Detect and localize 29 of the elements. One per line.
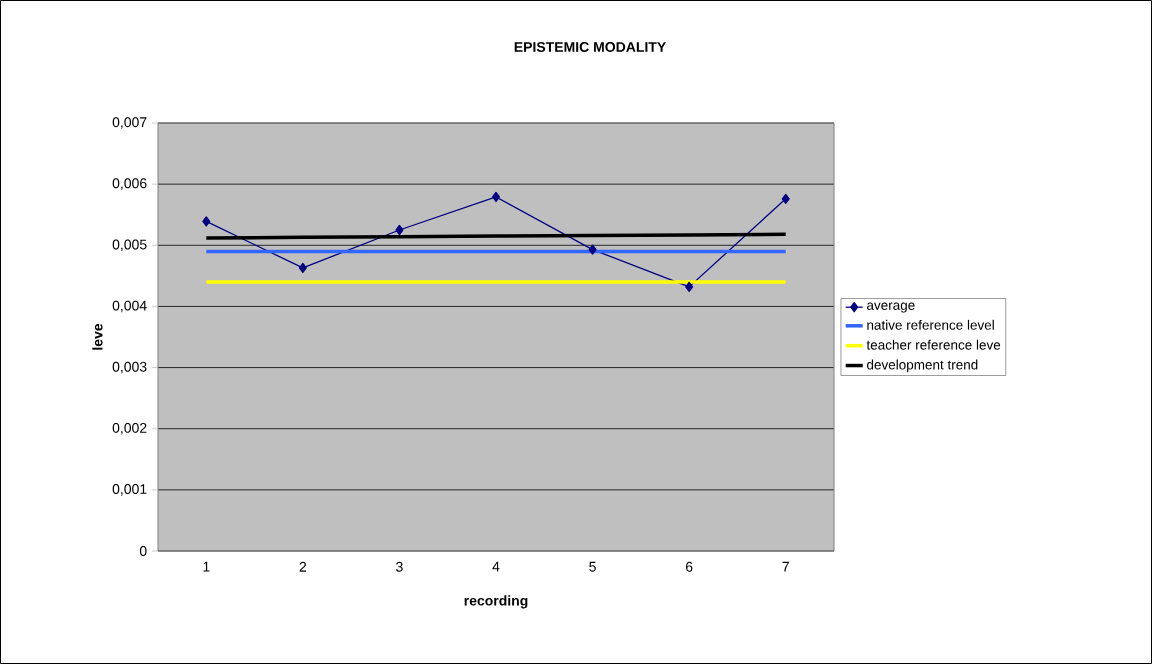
y-tick-label: 0,005 bbox=[112, 239, 147, 252]
point bbox=[685, 281, 694, 293]
legend-label: teacher reference leve bbox=[866, 339, 1001, 350]
point bbox=[202, 216, 211, 227]
legend-label: native reference level bbox=[867, 319, 994, 330]
y-tick-label: 0,002 bbox=[112, 422, 147, 435]
y-tick-label: 0,007 bbox=[112, 117, 147, 129]
x-axis-title: recording bbox=[464, 595, 528, 609]
x-tick-label: 6 bbox=[685, 561, 693, 572]
y-tick-label: 0 bbox=[139, 546, 147, 556]
point bbox=[491, 191, 501, 203]
point bbox=[781, 193, 790, 204]
x-tick-label: 2 bbox=[299, 561, 307, 572]
y-tick-label: 0,001 bbox=[112, 484, 147, 496]
chart-title: EPISTEMIC MODALITY bbox=[514, 42, 666, 52]
x-tick-label: 7 bbox=[782, 561, 789, 572]
x-tick-label: 4 bbox=[492, 561, 500, 572]
point bbox=[588, 244, 597, 255]
x-tick-label: 1 bbox=[203, 561, 210, 572]
x-tick-label: 3 bbox=[396, 561, 403, 572]
legend-label: development trend bbox=[867, 359, 978, 373]
y-tick-label: 0,003 bbox=[112, 361, 147, 374]
x-tick-label: 5 bbox=[589, 561, 596, 572]
y-tick-label: 0,004 bbox=[112, 300, 147, 313]
y-axis-title: leve bbox=[92, 323, 103, 350]
point bbox=[298, 262, 307, 274]
point bbox=[395, 224, 404, 236]
y-tick-label: 0,006 bbox=[112, 178, 147, 190]
legend-label: average bbox=[867, 302, 915, 313]
